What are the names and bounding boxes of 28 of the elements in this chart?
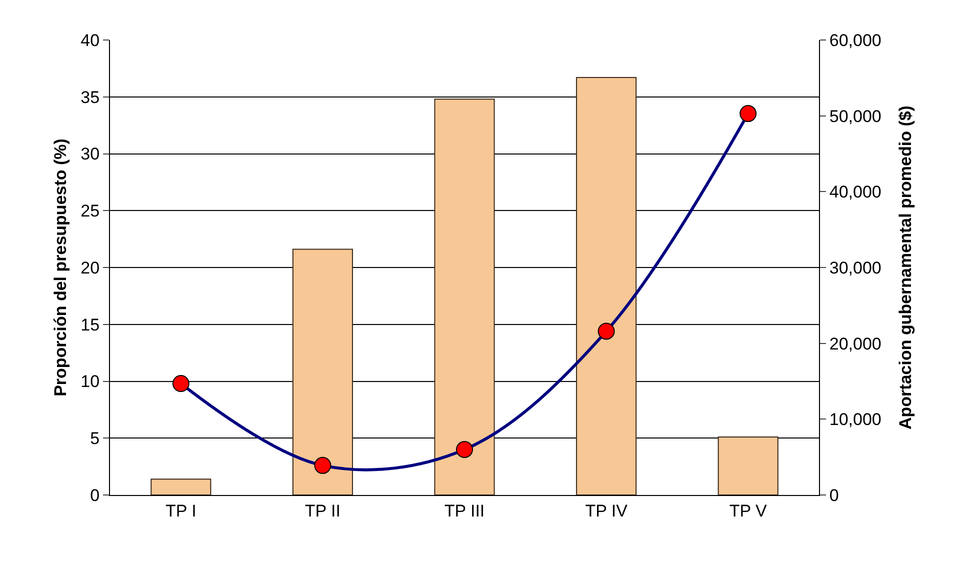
bar xyxy=(576,77,637,495)
bar xyxy=(292,248,353,495)
bar xyxy=(434,98,495,495)
y2-tick-label: 30,000 xyxy=(829,258,882,278)
y-tick-label: 25 xyxy=(80,202,100,221)
bar xyxy=(150,478,212,495)
bar xyxy=(718,436,778,495)
x-tick-label: TP V xyxy=(729,501,768,520)
y-tick-label: 30 xyxy=(80,144,100,164)
y-tick-label: 10 xyxy=(80,372,100,392)
y-tick-label: 5 xyxy=(90,429,100,448)
y2-tick-label: 10,000 xyxy=(829,410,882,430)
y2-tick-label: 40,000 xyxy=(829,182,882,202)
y-tick-label: 35 xyxy=(80,88,100,107)
y2-tick-label: 60,000 xyxy=(829,30,882,50)
y-tick-label: 40 xyxy=(80,30,100,50)
y2-tick-label: 50,000 xyxy=(829,106,882,126)
y2-axis-title: Aportacion gubernamental promedio ($) xyxy=(896,106,915,430)
y-tick-label: 15 xyxy=(80,315,100,334)
x-tick-label: TP I xyxy=(165,501,196,520)
y-tick-label: 20 xyxy=(80,258,100,278)
x-tick-label: TP III xyxy=(444,501,485,520)
y2-tick-label: 20,000 xyxy=(829,334,882,354)
y-tick-label: 0 xyxy=(90,486,100,505)
y-axis-title: Proporción del presupuesto (%) xyxy=(51,138,70,396)
x-tick-label: TP IV xyxy=(585,501,628,520)
y2-tick-label: 0 xyxy=(829,486,839,505)
x-tick-label: TP II xyxy=(304,501,340,520)
